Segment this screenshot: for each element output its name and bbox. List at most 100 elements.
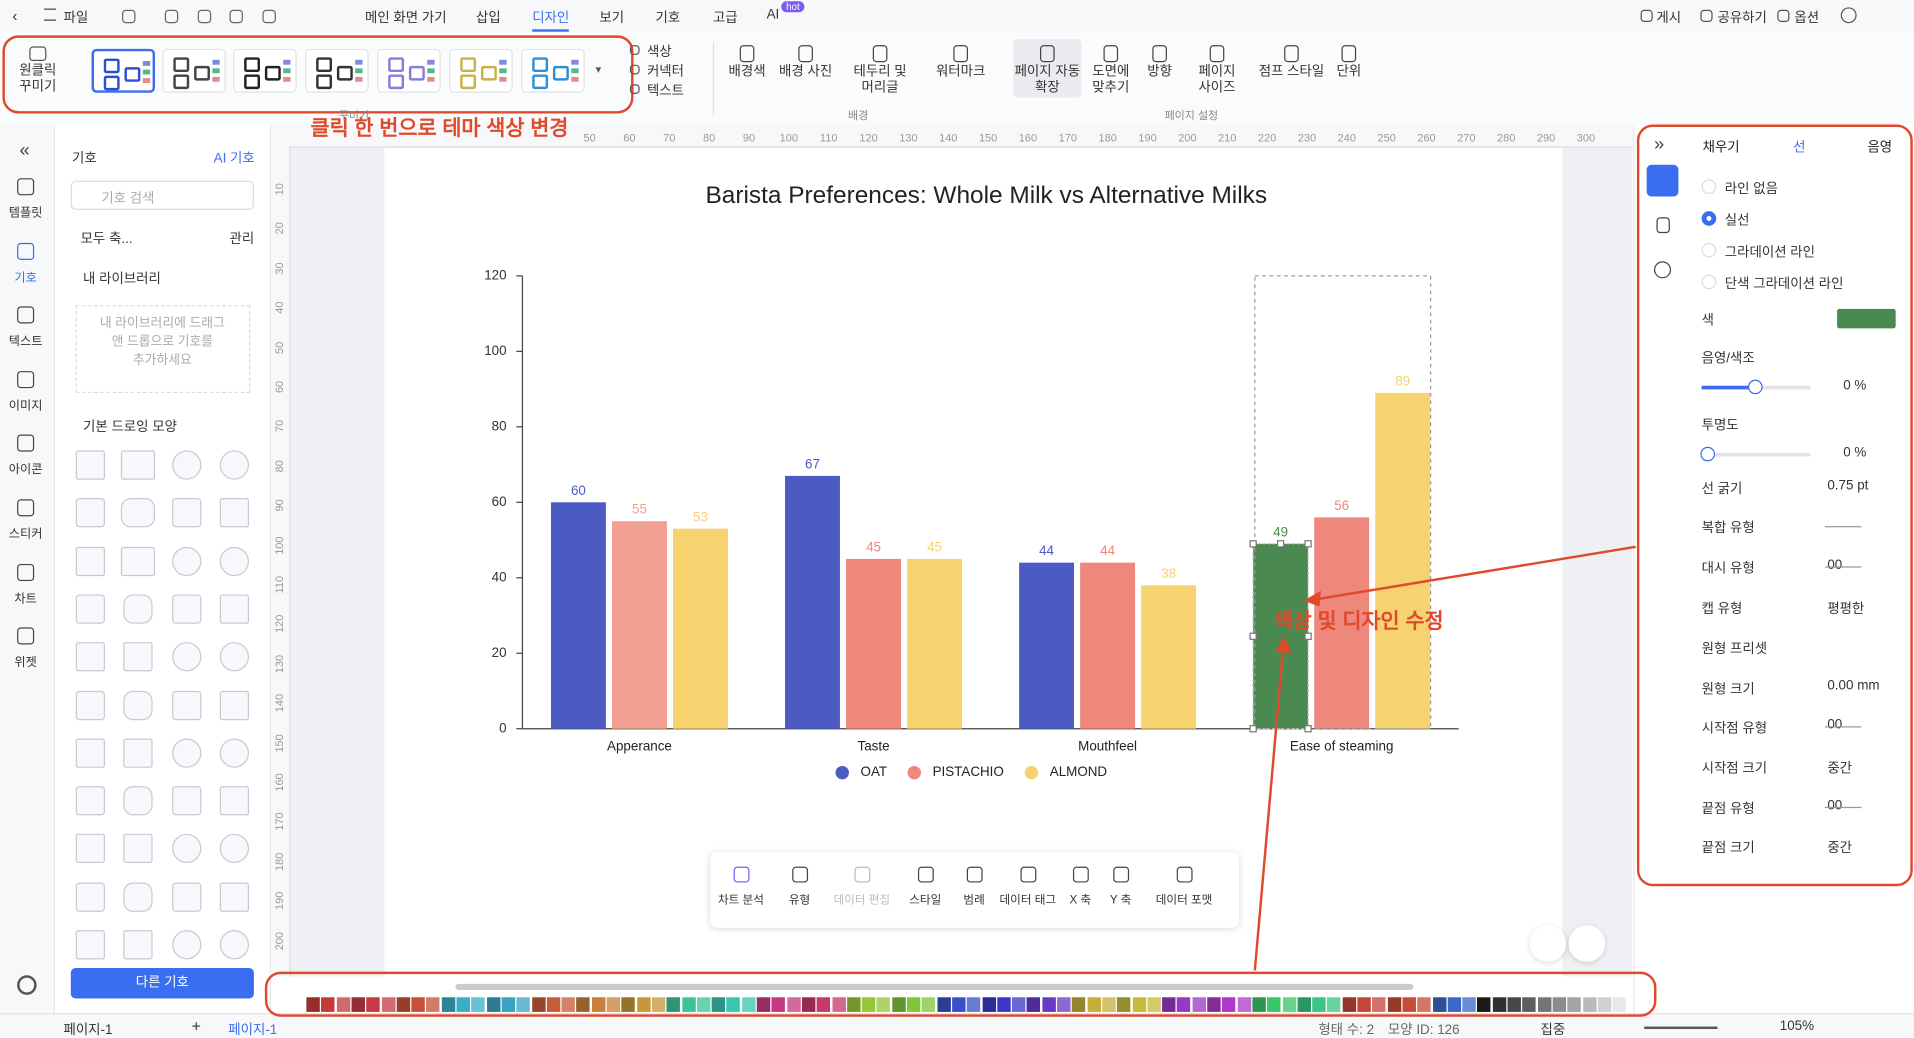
palette-swatch[interactable]: [651, 997, 666, 1012]
palette-swatch[interactable]: [891, 997, 906, 1012]
shape-item[interactable]: [75, 594, 105, 624]
ribbon-button[interactable]: 테두리 및 머리글: [853, 64, 907, 96]
palette-swatch[interactable]: [1582, 997, 1597, 1012]
shape-item[interactable]: [75, 690, 105, 720]
palette-swatch[interactable]: [1567, 997, 1581, 1012]
palette-swatch[interactable]: [741, 997, 756, 1012]
one-click-button[interactable]: 원클릭 꾸미기: [19, 63, 57, 94]
shape-item[interactable]: [123, 834, 153, 864]
back-icon[interactable]: ‹: [12, 6, 18, 25]
shape-item[interactable]: [172, 738, 202, 768]
palette-swatch[interactable]: [396, 997, 410, 1012]
palette-swatch[interactable]: [1327, 997, 1341, 1012]
basic-shapes-header[interactable]: 기본 드로잉 모양: [83, 419, 177, 435]
color-swatch[interactable]: [1837, 308, 1896, 329]
palette-swatch[interactable]: [486, 997, 500, 1012]
palette-swatch[interactable]: [801, 997, 816, 1012]
ribbon-button[interactable]: 워터마크: [935, 64, 986, 80]
shape-item[interactable]: [172, 546, 202, 576]
palette-swatch[interactable]: [1252, 997, 1266, 1012]
palette-swatch[interactable]: [591, 997, 606, 1012]
top-action[interactable]: 게시: [1656, 10, 1682, 26]
palette-swatch[interactable]: [351, 997, 365, 1012]
palette-swatch[interactable]: [1207, 997, 1221, 1012]
shape-item[interactable]: [219, 594, 250, 624]
palette-swatch[interactable]: [471, 997, 485, 1012]
panel-tab[interactable]: 음영: [1867, 140, 1893, 156]
property-value[interactable]: 00: [1827, 717, 1843, 733]
more-themes[interactable]: ▾: [595, 63, 602, 76]
radio-label[interactable]: 실선: [1724, 213, 1750, 229]
shape-item[interactable]: [219, 690, 250, 720]
shape-item[interactable]: [120, 546, 156, 576]
theme-thumbnail[interactable]: [162, 48, 226, 93]
status-tab[interactable]: 페이지-1: [228, 1022, 278, 1038]
menu-tab[interactable]: 삽입: [476, 10, 501, 26]
shape-item[interactable]: [75, 498, 105, 528]
rail-button[interactable]: 텍스트: [8, 335, 43, 349]
shape-item[interactable]: [75, 546, 105, 576]
palette-swatch[interactable]: [1057, 997, 1071, 1012]
theme-thumbnail[interactable]: [91, 48, 156, 93]
shape-item[interactable]: [123, 690, 153, 720]
ai-float-button[interactable]: [1568, 925, 1606, 962]
collapse-icon[interactable]: «: [19, 140, 30, 162]
palette-swatch[interactable]: [1177, 997, 1191, 1012]
theme-thumbnail[interactable]: [305, 48, 369, 93]
shape-item[interactable]: [219, 834, 250, 864]
shape-item[interactable]: [219, 642, 250, 672]
palette-swatch[interactable]: [951, 997, 966, 1012]
panel-tab[interactable]: 채우기: [1702, 140, 1740, 156]
property-value[interactable]: 0.75 pt: [1827, 478, 1869, 494]
palette-swatch[interactable]: [561, 997, 576, 1012]
palette-swatch[interactable]: [756, 997, 771, 1012]
palette-swatch[interactable]: [846, 997, 861, 1012]
palette-swatch[interactable]: [576, 997, 591, 1012]
palette-swatch[interactable]: [621, 997, 636, 1012]
theme-menu[interactable]: 색상: [646, 45, 672, 60]
shape-item[interactable]: [172, 498, 202, 528]
menu-tab[interactable]: 메인 화면 가기: [364, 10, 447, 26]
rail-button[interactable]: 차트: [14, 592, 37, 606]
menu-tab[interactable]: 기호: [655, 10, 681, 26]
palette-swatch[interactable]: [1312, 997, 1326, 1012]
shape-item[interactable]: [75, 786, 105, 816]
rail-button[interactable]: 스티커: [8, 527, 43, 542]
ribbon-button[interactable]: 페이지 자동 확장: [1014, 64, 1081, 96]
shape-item[interactable]: [120, 498, 156, 528]
property-value[interactable]: 0 %: [1843, 445, 1867, 461]
radio[interactable]: [1701, 274, 1717, 290]
shape-item[interactable]: [123, 594, 153, 624]
ai-symbol-button[interactable]: AI 기호: [213, 151, 255, 167]
palette-swatch[interactable]: [1117, 997, 1131, 1012]
theme-thumbnail[interactable]: [521, 48, 585, 93]
palette-swatch[interactable]: [1132, 997, 1146, 1012]
chart-tool-button[interactable]: 데이터 포맷: [1155, 893, 1213, 907]
shape-item[interactable]: [219, 786, 250, 816]
palette-swatch[interactable]: [666, 997, 681, 1012]
rail-button[interactable]: 템플릿: [8, 206, 43, 221]
ribbon-button[interactable]: 페이지 사이즈: [1198, 64, 1236, 96]
panel-tab[interactable]: 선: [1793, 140, 1806, 156]
palette-swatch[interactable]: [426, 997, 440, 1012]
palette-swatch[interactable]: [381, 997, 395, 1012]
palette-swatch[interactable]: [1087, 997, 1101, 1012]
palette-swatch[interactable]: [1537, 997, 1551, 1012]
property-value[interactable]: 00: [1827, 798, 1843, 813]
palette-swatch[interactable]: [1462, 997, 1476, 1012]
collapse-all[interactable]: 모두 축...: [80, 231, 133, 247]
status-add[interactable]: +: [191, 1016, 201, 1036]
palette-swatch[interactable]: [1342, 997, 1356, 1012]
shape-item[interactable]: [123, 642, 153, 672]
palette-swatch[interactable]: [1042, 997, 1056, 1012]
radio-label[interactable]: 단색 그라데이션 라인: [1724, 277, 1844, 292]
palette-swatch[interactable]: [681, 997, 696, 1012]
palette-swatch[interactable]: [831, 997, 846, 1012]
property-value[interactable]: 0 %: [1843, 378, 1867, 394]
shape-item[interactable]: [172, 642, 202, 672]
shape-item[interactable]: [123, 930, 153, 960]
shape-item[interactable]: [75, 930, 105, 960]
shape-item[interactable]: [172, 450, 202, 480]
chart-tool-button[interactable]: X 축: [1069, 893, 1092, 907]
ribbon-button[interactable]: 점프 스타일: [1258, 64, 1325, 80]
